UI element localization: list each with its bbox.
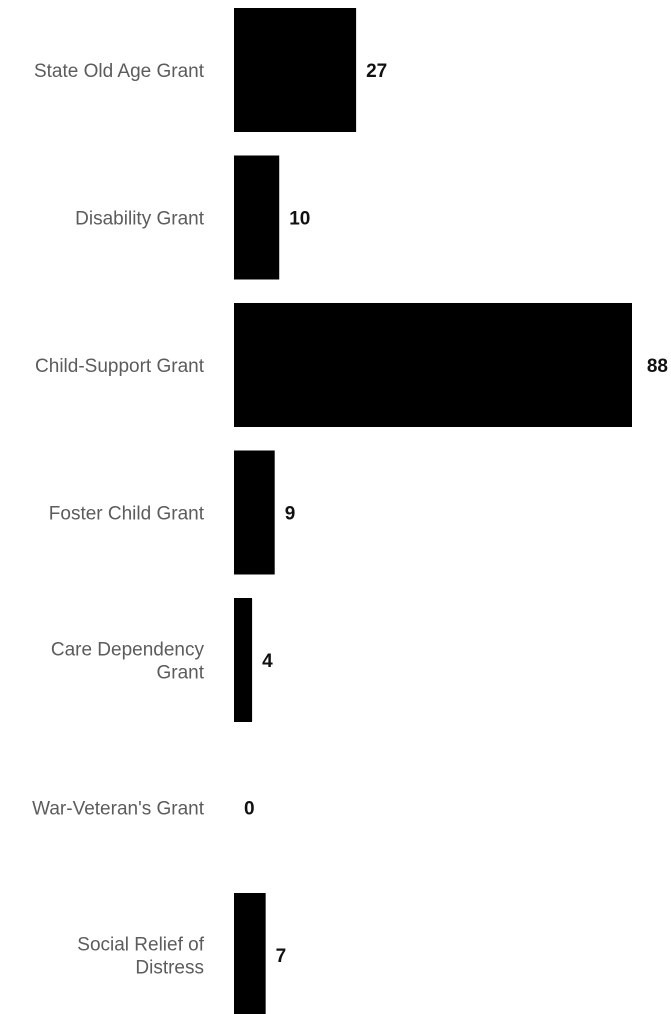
bar [234, 893, 266, 1014]
bar [234, 303, 632, 427]
category-label: State Old Age Grant [34, 61, 205, 82]
value-label: 27 [366, 61, 387, 82]
value-label: 4 [262, 651, 273, 672]
value-label: 0 [244, 799, 255, 820]
category-label: Disability Grant [75, 209, 205, 230]
category-label: Child-Support Grant [35, 356, 205, 377]
value-label: 10 [289, 209, 310, 230]
bars-group [234, 8, 632, 1014]
bar [234, 155, 280, 280]
value-label: 9 [285, 504, 296, 525]
category-label: Foster Child Grant [49, 504, 205, 525]
category-label: War-Veteran's Grant [32, 799, 205, 820]
value-labels-group: 27 10 88 9 4 0 7 [244, 61, 668, 967]
category-label: Care Dependency Grant [51, 640, 205, 684]
value-label: 88 [647, 356, 668, 377]
bar [234, 8, 357, 132]
category-labels-group: State Old Age Grant Disability Grant Child… [32, 61, 205, 979]
category-label: Social Relief of Distress [77, 935, 204, 979]
bar [234, 450, 275, 575]
bar [234, 598, 253, 722]
value-label: 7 [276, 946, 287, 967]
